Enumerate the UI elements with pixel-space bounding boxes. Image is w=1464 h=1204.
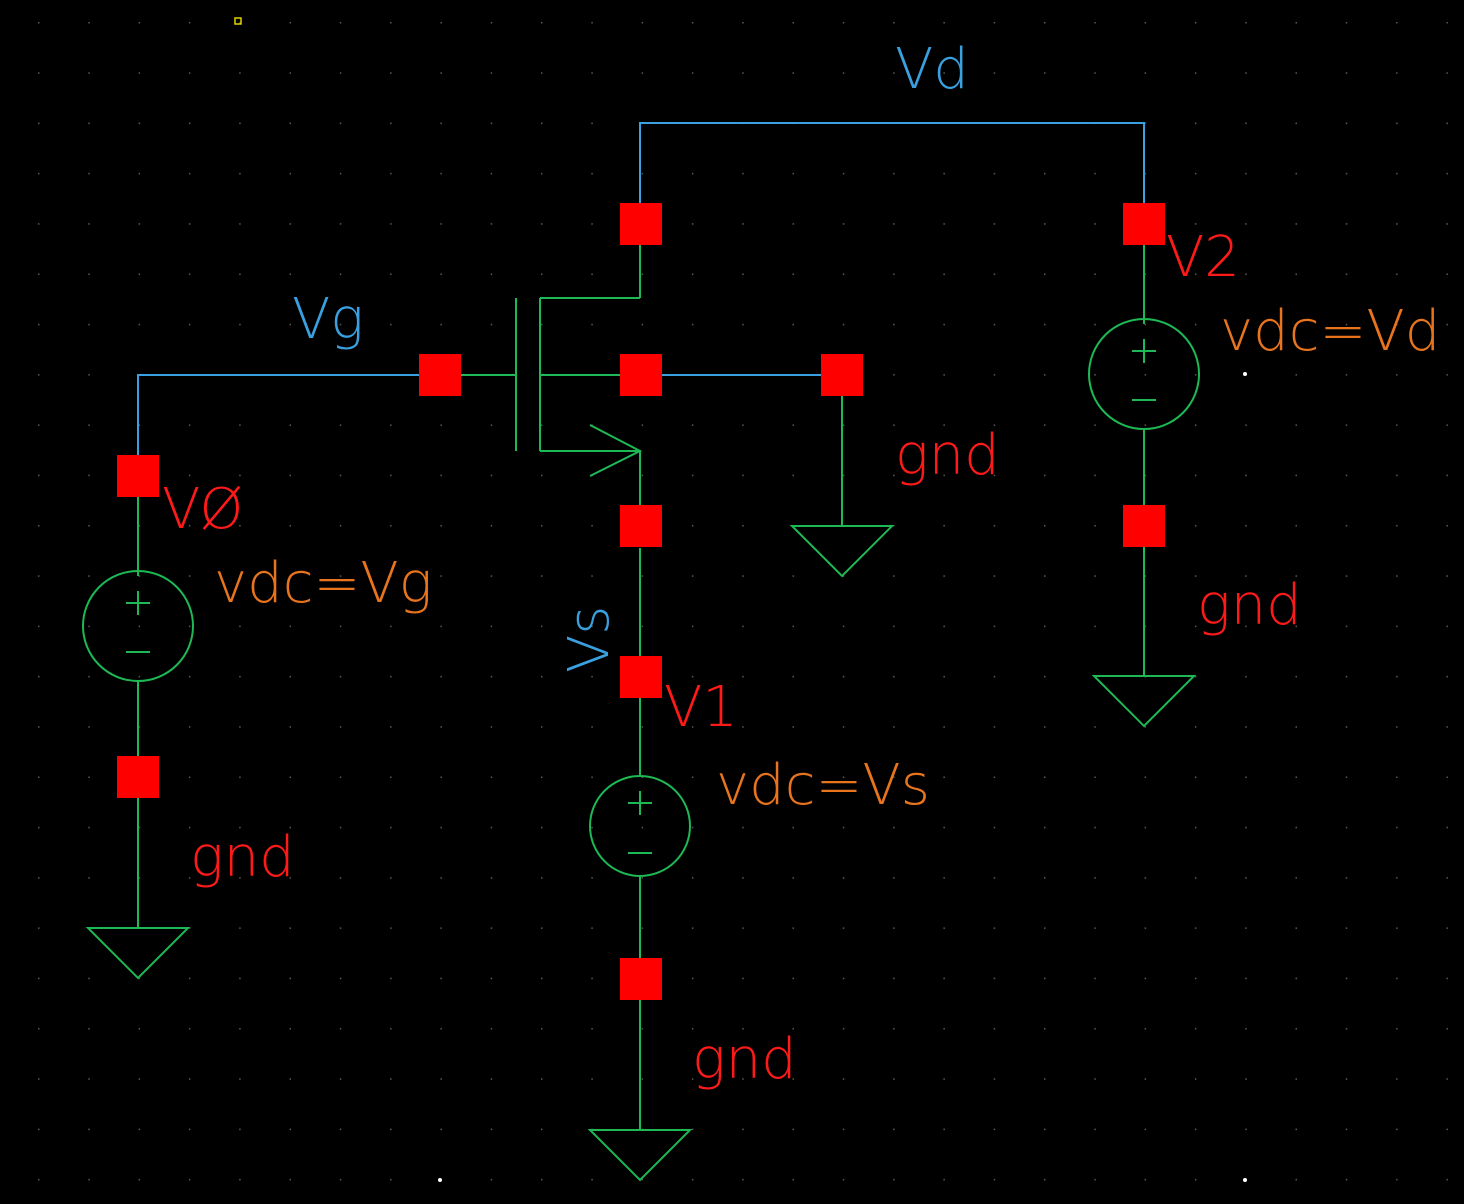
- drain-voltage-source[interactable]: [1088, 244, 1200, 505]
- mos-gate-pin[interactable]: [419, 354, 461, 396]
- gate-ground-label: gnd: [190, 825, 295, 890]
- source-ground-label: gnd: [692, 1027, 797, 1092]
- drain-source-plus-pin[interactable]: [1123, 203, 1165, 245]
- drain-ground-label: gnd: [1197, 573, 1302, 638]
- nmos-transistor[interactable]: [460, 244, 643, 506]
- source-source-minus-pin[interactable]: [620, 958, 662, 1000]
- mos-source-pin[interactable]: [620, 505, 662, 547]
- source-source-plus-pin[interactable]: [620, 656, 662, 698]
- bulk-ground-symbol[interactable]: [789, 396, 895, 578]
- gate-source-plus-pin[interactable]: [117, 455, 159, 497]
- origin-marker: [234, 17, 242, 25]
- drain-source-instance-name: V2: [1166, 225, 1240, 290]
- drain-net-wire[interactable]: [639, 122, 1145, 222]
- marker-dot: [438, 1178, 442, 1182]
- mos-bulk-pin[interactable]: [620, 354, 662, 396]
- gate-source-parameter: vdc=Vg: [214, 551, 432, 616]
- marker-dot: [1243, 372, 1247, 376]
- gate-net-label: Vg: [292, 287, 364, 352]
- mos-drain-pin[interactable]: [620, 203, 662, 245]
- source-source-instance-name: V1: [664, 675, 738, 740]
- marker-dot: [1243, 1178, 1247, 1182]
- source-voltage-source[interactable]: [589, 698, 691, 958]
- source-ground-symbol[interactable]: [587, 1000, 693, 1182]
- gate-source-instance-name: VØ: [162, 477, 243, 542]
- drain-net-label: Vd: [895, 37, 969, 102]
- gate-voltage-source[interactable]: [82, 497, 194, 756]
- gate-net-wire[interactable]: [137, 374, 440, 476]
- bulk-ground-pin[interactable]: [821, 354, 863, 396]
- drain-ground-symbol[interactable]: [1091, 547, 1197, 728]
- bulk-ground-label: gnd: [895, 423, 1000, 488]
- gate-ground-symbol[interactable]: [85, 798, 191, 980]
- drain-source-minus-pin[interactable]: [1123, 505, 1165, 547]
- source-source-parameter: vdc=Vs: [716, 753, 930, 818]
- gate-source-minus-pin[interactable]: [117, 756, 159, 798]
- drain-source-parameter: vdc=Vd: [1220, 299, 1440, 364]
- source-net-label: Vs: [557, 606, 622, 673]
